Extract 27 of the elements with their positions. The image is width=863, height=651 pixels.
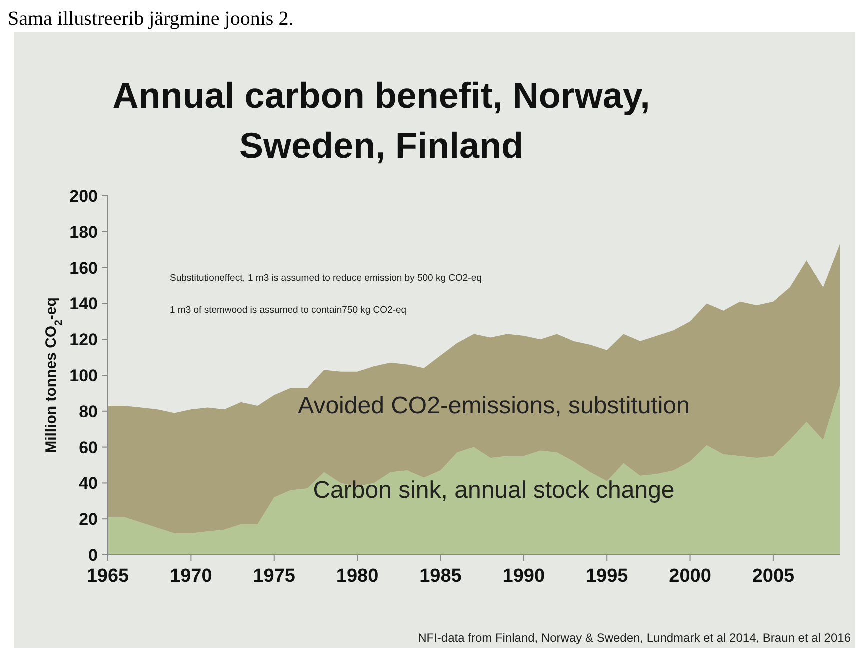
y-tick-label: 40 [79,474,98,494]
chart-title: Annual carbon benefit, Norway, Sweden, Finland [112,75,650,166]
y-tick-label: 60 [79,438,98,458]
x-tick-label: 1980 [336,566,379,587]
y-tick-label: 200 [70,186,98,206]
x-tick-label: 1965 [86,566,130,587]
x-tick-label: 1985 [420,566,462,587]
y-tick-label: 140 [70,294,98,314]
x-tick-label: 2000 [669,566,712,587]
y-tick-label: 160 [70,258,98,278]
y-tick-label: 80 [79,402,98,422]
x-tick-label: 1990 [502,566,546,587]
x-tick-label: 2005 [752,566,796,587]
series-label: Avoided CO2-emissions, substitution [298,392,690,420]
y-tick-label: 20 [79,510,98,530]
y-tick-label: 0 [88,546,98,565]
x-tick-label: 1975 [253,566,296,587]
y-tick-label: 180 [70,222,98,242]
annotation: Substitutioneffect, 1 m3 is assumed to reduce emission by 500 kg CO2-eq [170,273,482,284]
text: NFI-data from Finland, Norway & Sweden, Lundmark et al 2014, Braun et al 2016 [418,631,852,645]
series-label: Carbon sink, annual stock change [313,477,675,504]
text: Sama illustreerib järgmine joonis 2. [8,8,294,30]
x-tick-label: 1995 [586,566,629,587]
annotation: 1 m3 of stemwood is assumed to contain750 kg CO2-eq [170,305,407,316]
y-tick-label: 120 [70,330,98,350]
y-tick-label: 100 [70,366,98,386]
x-tick-label: 1970 [170,566,212,587]
